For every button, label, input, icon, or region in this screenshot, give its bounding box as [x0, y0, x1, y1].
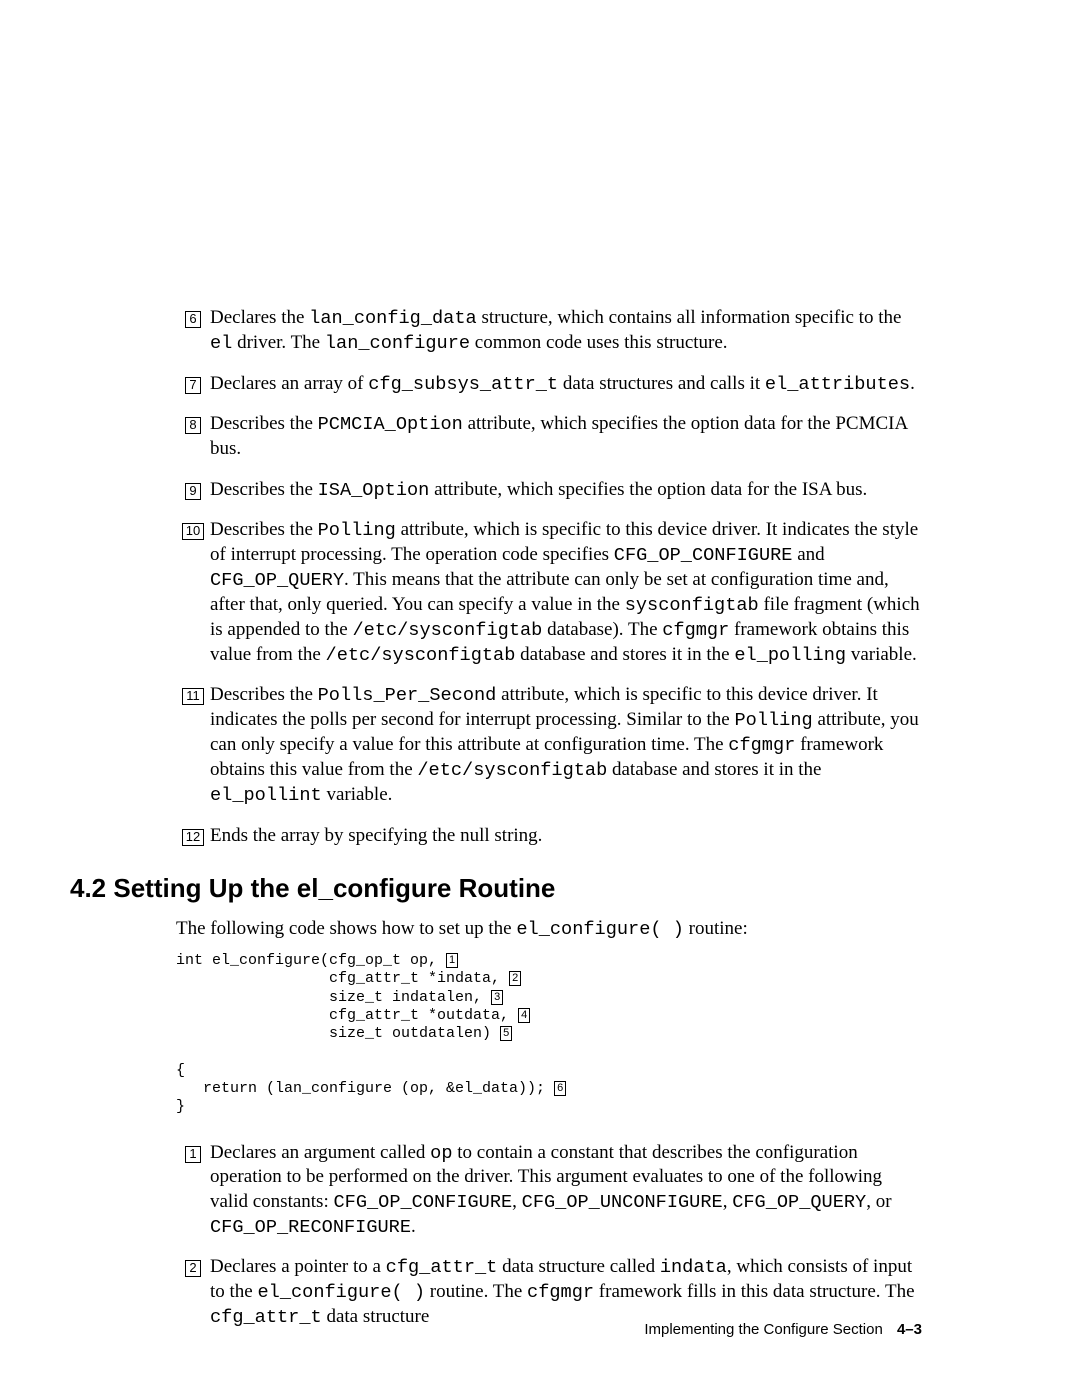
boxed-number-icon: 1 [185, 1146, 200, 1163]
boxed-number-icon: 11 [182, 688, 204, 705]
code-line: int el_configure(cfg_op_t op, [176, 952, 446, 969]
annotation-text: Describes the Polls_Per_Second attribute… [210, 683, 922, 807]
annotation-text: Declares an array of cfg_subsys_attr_t d… [210, 372, 922, 397]
annotation-item: 9 Describes the ISA_Option attribute, whi… [176, 478, 922, 503]
boxed-number-icon: 12 [182, 829, 204, 846]
code-callout-icon: 6 [554, 1081, 566, 1096]
page-content: 6 Declares the lan_config_data structure,… [0, 0, 1080, 1330]
code-line: } [176, 1098, 185, 1115]
annotation-text: Describes the PCMCIA_Option attribute, w… [210, 412, 922, 461]
annotation-item: 11 Describes the Polls_Per_Second attribu… [176, 683, 922, 807]
document-page: 6 Declares the lan_config_data structure,… [0, 0, 1080, 1397]
footer-page-number: 4–3 [897, 1321, 922, 1338]
boxed-number-icon: 10 [182, 523, 204, 540]
annotation-number: 7 [176, 372, 210, 396]
boxed-number-icon: 2 [185, 1260, 200, 1277]
boxed-number-icon: 7 [185, 377, 200, 394]
section-intro: The following code shows how to set up t… [176, 917, 922, 942]
annotation-number: 2 [176, 1255, 210, 1279]
annotation-number: 12 [176, 824, 210, 848]
code-callout-icon: 2 [509, 971, 521, 986]
annotation-item: 6 Declares the lan_config_data structure,… [176, 306, 922, 356]
code-callout-icon: 1 [446, 953, 458, 968]
annotation-text: Ends the array by specifying the null st… [210, 824, 922, 848]
annotation-text: Declares the lan_config_data structure, … [210, 306, 922, 356]
annotation-list-bottom: 1 Declares an argument called op to conta… [176, 1141, 922, 1330]
footer-title: Implementing the Configure Section [644, 1321, 882, 1338]
page-footer: Implementing the Configure Section 4–3 [644, 1320, 922, 1339]
boxed-number-icon: 8 [185, 417, 200, 434]
annotation-number: 8 [176, 412, 210, 436]
annotation-number: 11 [176, 683, 210, 707]
code-callout-icon: 5 [500, 1026, 512, 1041]
annotation-list-top: 6 Declares the lan_config_data structure,… [176, 306, 922, 848]
annotation-item: 10 Describes the Polling attribute, which… [176, 518, 922, 667]
code-callout-icon: 3 [491, 990, 503, 1005]
code-line: size_t indatalen, [176, 989, 491, 1006]
code-line: cfg_attr_t *indata, [176, 970, 509, 987]
annotation-text: Declares a pointer to a cfg_attr_t data … [210, 1255, 922, 1329]
annotation-text: Describes the ISA_Option attribute, whic… [210, 478, 922, 503]
annotation-text: Declares an argument called op to contai… [210, 1141, 922, 1240]
boxed-number-icon: 9 [185, 483, 200, 500]
annotation-text: Describes the Polling attribute, which i… [210, 518, 922, 667]
annotation-number: 1 [176, 1141, 210, 1165]
code-callout-icon: 4 [518, 1008, 530, 1023]
code-line: size_t outdatalen) [176, 1025, 500, 1042]
section-heading: 4.2 Setting Up the el_configure Routine [70, 872, 922, 905]
annotation-item: 2 Declares a pointer to a cfg_attr_t data… [176, 1255, 922, 1329]
code-block: int el_configure(cfg_op_t op, 1 cfg_attr… [176, 952, 922, 1117]
annotation-item: 7 Declares an array of cfg_subsys_attr_t … [176, 372, 922, 397]
annotation-item: 1 Declares an argument called op to conta… [176, 1141, 922, 1240]
annotation-number: 6 [176, 306, 210, 330]
code-line: cfg_attr_t *outdata, [176, 1007, 518, 1024]
boxed-number-icon: 6 [185, 311, 200, 328]
annotation-item: 8 Describes the PCMCIA_Option attribute, … [176, 412, 922, 461]
code-line: return (lan_configure (op, &el_data)); [176, 1080, 554, 1097]
code-line: { [176, 1062, 185, 1079]
annotation-number: 9 [176, 478, 210, 502]
annotation-number: 10 [176, 518, 210, 542]
annotation-item: 12 Ends the array by specifying the null … [176, 824, 922, 848]
